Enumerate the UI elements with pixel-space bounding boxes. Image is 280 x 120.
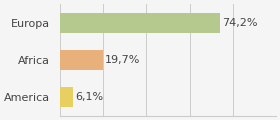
Text: 74,2%: 74,2% <box>222 18 258 28</box>
Text: 19,7%: 19,7% <box>105 55 140 65</box>
Bar <box>60 87 73 107</box>
Bar <box>60 50 102 70</box>
Bar <box>60 13 220 33</box>
Text: 6,1%: 6,1% <box>75 92 104 102</box>
